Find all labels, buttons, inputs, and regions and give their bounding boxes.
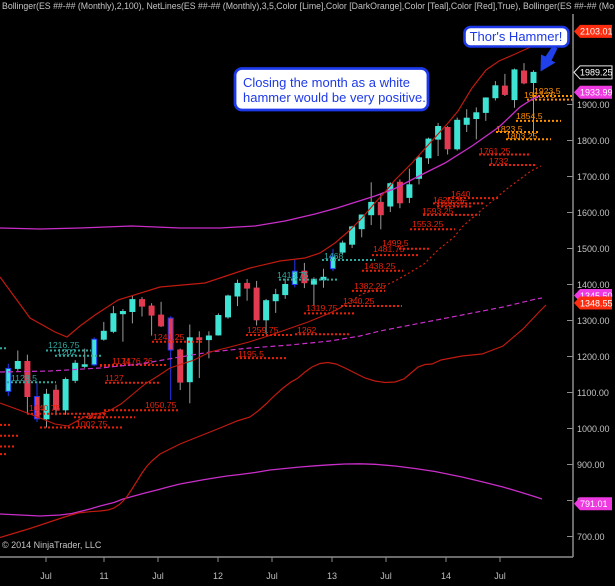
svg-text:Jul: Jul [152,571,164,581]
svg-text:1800.00: 1800.00 [577,136,610,146]
svg-text:1200.00: 1200.00 [577,352,610,362]
svg-text:1553.25: 1553.25 [412,219,444,229]
svg-text:1195.5: 1195.5 [238,349,264,359]
svg-text:1593.25: 1593.25 [422,206,454,216]
svg-text:Thor's Hammer!: Thor's Hammer! [470,29,563,44]
svg-text:1640: 1640 [451,189,470,199]
svg-text:1616.75: 1616.75 [436,198,468,208]
svg-text:1923.5: 1923.5 [534,86,561,96]
svg-text:1481.75: 1481.75 [373,244,405,254]
svg-text:1241.25: 1241.25 [153,332,185,342]
svg-text:Bollinger(ES ##-## (Monthly),2: Bollinger(ES ##-## (Monthly),2,100), Net… [2,1,614,11]
svg-text:2103.01: 2103.01 [580,27,613,37]
svg-text:1854.5: 1854.5 [516,111,543,121]
svg-text:1127: 1127 [105,373,124,383]
svg-text:1499.5: 1499.5 [382,238,409,248]
svg-text:1202: 1202 [57,347,76,357]
svg-text:1468: 1468 [324,251,343,261]
svg-text:700.00: 700.00 [577,532,605,542]
svg-text:1300.00: 1300.00 [577,316,610,326]
svg-text:© 2014 NinjaTrader, LLC: © 2014 NinjaTrader, LLC [2,540,102,550]
svg-text:1913.75: 1913.75 [524,90,556,100]
svg-text:13: 13 [327,571,337,581]
svg-text:1400.00: 1400.00 [577,280,610,290]
svg-text:1002.75: 1002.75 [76,419,108,429]
svg-text:1989.25: 1989.25 [580,68,613,78]
svg-text:1900.00: 1900.00 [577,100,610,110]
svg-text:1050.75: 1050.75 [145,400,177,410]
svg-text:1100.00: 1100.00 [577,388,609,398]
svg-text:1128.5: 1128.5 [11,373,37,383]
svg-text:1319.75: 1319.75 [306,303,338,313]
svg-text:1345.50: 1345.50 [580,291,613,301]
svg-text:hammer would be very positive.: hammer would be very positive. [243,90,426,105]
svg-text:1176.26: 1176.26 [122,356,153,366]
svg-text:1803.25: 1803.25 [506,131,538,141]
svg-text:1000.00: 1000.00 [577,424,610,434]
svg-text:1340.25: 1340.25 [343,296,375,306]
svg-text:1382.25: 1382.25 [354,281,386,291]
svg-text:11: 11 [99,571,108,581]
svg-text:1625.25: 1625.25 [433,195,465,205]
svg-text:1348.55: 1348.55 [580,298,613,308]
svg-text:791.01: 791.01 [580,499,608,509]
svg-text:1262: 1262 [297,325,316,335]
svg-text:1823.5: 1823.5 [496,124,523,134]
svg-text:Jul: Jul [380,571,392,581]
svg-text:Jul: Jul [40,571,52,581]
svg-text:1600.00: 1600.00 [577,208,610,218]
svg-text:1732: 1732 [489,156,508,166]
svg-text:1174: 1174 [112,356,131,366]
svg-text:1761.25: 1761.25 [479,146,511,156]
svg-text:900.00: 900.00 [577,460,605,470]
svg-text:Jul: Jul [494,571,506,581]
svg-text:1413.75: 1413.75 [277,270,309,280]
svg-text:1700.00: 1700.00 [577,172,610,182]
svg-text:1438.25: 1438.25 [364,261,396,271]
svg-text:1216.75: 1216.75 [48,340,80,350]
svg-text:1037: 1037 [87,411,106,421]
svg-text:1040.75: 1040.75 [29,403,61,413]
svg-text:Closing the month as a white: Closing the month as a white [243,75,410,90]
svg-text:1259.75: 1259.75 [247,325,279,335]
svg-text:12: 12 [213,571,223,581]
svg-text:Jul: Jul [266,571,278,581]
svg-text:1933.99: 1933.99 [580,88,613,98]
svg-text:14: 14 [441,571,451,581]
svg-text:1500.00: 1500.00 [577,244,610,254]
